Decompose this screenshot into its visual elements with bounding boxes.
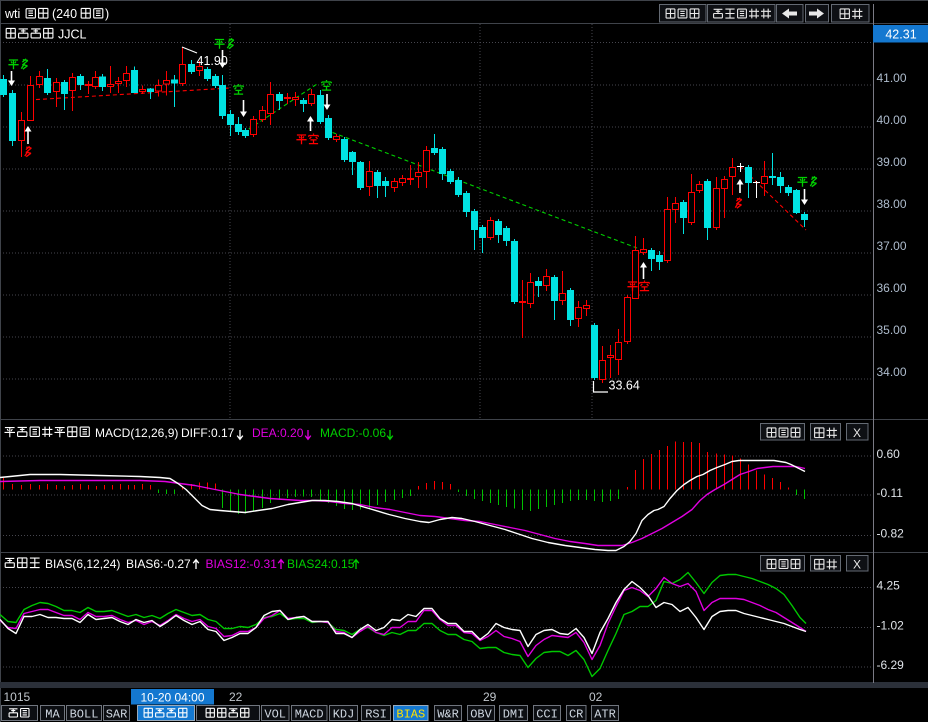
svg-text:MACD(12,26,9): MACD(12,26,9) bbox=[95, 426, 178, 440]
svg-text:OBV: OBV bbox=[470, 708, 492, 722]
svg-text:SAR: SAR bbox=[106, 708, 128, 722]
svg-text:BIAS(6,12,24): BIAS(6,12,24) bbox=[45, 557, 120, 571]
svg-text:BOLL: BOLL bbox=[70, 708, 99, 722]
svg-text:42.31: 42.31 bbox=[885, 28, 916, 42]
svg-text:MACD:-0.06: MACD:-0.06 bbox=[320, 426, 386, 440]
svg-text:DIFF:0.17: DIFF:0.17 bbox=[181, 426, 235, 440]
svg-text:22: 22 bbox=[229, 690, 243, 704]
svg-text:38.00: 38.00 bbox=[877, 197, 907, 211]
svg-text:VOL: VOL bbox=[264, 708, 286, 722]
svg-text:RSI: RSI bbox=[365, 708, 387, 722]
svg-text:41.00: 41.00 bbox=[877, 71, 907, 85]
svg-text:0.60: 0.60 bbox=[877, 447, 901, 461]
svg-text:DMI: DMI bbox=[503, 708, 525, 722]
svg-text:X: X bbox=[853, 558, 861, 572]
svg-text:MA: MA bbox=[45, 708, 60, 722]
svg-text:wti: wti bbox=[4, 7, 20, 21]
svg-text:41.90: 41.90 bbox=[197, 54, 228, 68]
svg-text:W&R: W&R bbox=[437, 708, 459, 722]
svg-text:): ) bbox=[105, 7, 109, 21]
svg-text:4.25: 4.25 bbox=[877, 579, 901, 593]
svg-text:-6.29: -6.29 bbox=[877, 658, 905, 672]
svg-text:MACD: MACD bbox=[295, 708, 324, 722]
svg-text:34.00: 34.00 bbox=[877, 365, 907, 379]
svg-text:1015: 1015 bbox=[4, 690, 31, 704]
svg-text:KDJ: KDJ bbox=[333, 708, 355, 722]
svg-text:BIAS12:-0.31: BIAS12:-0.31 bbox=[206, 557, 278, 571]
svg-text:29: 29 bbox=[483, 690, 497, 704]
svg-text:-0.11: -0.11 bbox=[877, 486, 904, 500]
svg-text:BIAS6:-0.27: BIAS6:-0.27 bbox=[126, 557, 191, 571]
svg-text:JJCL: JJCL bbox=[58, 28, 87, 42]
svg-text:BIAS: BIAS bbox=[396, 708, 425, 722]
svg-text:33.64: 33.64 bbox=[609, 379, 640, 393]
svg-text:02: 02 bbox=[589, 690, 603, 704]
svg-text:CR: CR bbox=[569, 708, 583, 722]
svg-text:36.00: 36.00 bbox=[877, 281, 907, 295]
svg-text:(240: (240 bbox=[52, 7, 77, 21]
svg-text:ATR: ATR bbox=[594, 708, 616, 722]
svg-text:40.00: 40.00 bbox=[877, 113, 907, 127]
svg-text:35.00: 35.00 bbox=[877, 323, 907, 337]
svg-text:10-20 04:00: 10-20 04:00 bbox=[140, 691, 204, 705]
svg-text:DEA:0.20: DEA:0.20 bbox=[252, 426, 304, 440]
svg-text:BIAS24:0.15: BIAS24:0.15 bbox=[287, 557, 355, 571]
svg-text:37.00: 37.00 bbox=[877, 239, 907, 253]
svg-text:X: X bbox=[853, 426, 861, 440]
svg-text:-0.82: -0.82 bbox=[877, 527, 905, 541]
svg-text:39.00: 39.00 bbox=[877, 155, 907, 169]
svg-text:-1.02: -1.02 bbox=[877, 619, 905, 633]
svg-text:CCI: CCI bbox=[536, 708, 558, 722]
